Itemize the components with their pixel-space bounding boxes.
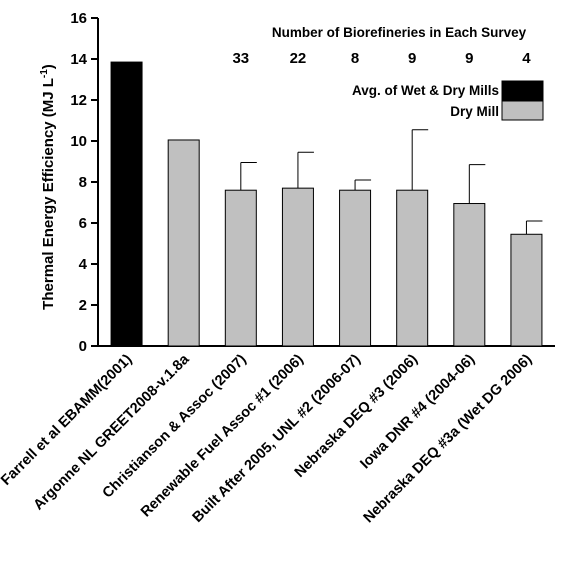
error-bars	[240, 129, 543, 235]
y-axis-title-superscript: -1	[39, 69, 50, 78]
y-tick-label: 6	[79, 215, 87, 232]
y-tick-label: 4	[79, 256, 88, 273]
bar	[510, 233, 543, 347]
y-tick-label: 14	[70, 51, 87, 68]
y-axis-ticks: 0 2 4 6 8 10 12 14 16	[70, 10, 98, 355]
plot-frame	[97, 18, 555, 347]
legend-swatch-dry	[501, 100, 544, 121]
y-axis-title-close: )	[40, 64, 57, 69]
legend-label-wet-dry: Avg. of Wet & Dry Mills	[352, 83, 499, 98]
survey-counts: 33 22 8 9 9 4	[232, 50, 531, 67]
bar	[110, 61, 143, 347]
legend-label-dry: Dry Mill	[450, 104, 499, 119]
survey-annotation-title: Number of Biorefineries in Each Survey	[272, 25, 527, 40]
survey-count-label: 22	[290, 50, 307, 67]
bar	[281, 187, 314, 347]
legend-swatch-wet-dry	[501, 80, 544, 101]
y-tick-label: 0	[79, 338, 87, 355]
bar	[224, 189, 257, 347]
y-axis-title-main: Thermal Energy Efficiency (MJ L	[40, 78, 57, 310]
bars	[110, 61, 543, 347]
y-tick-label: 16	[70, 10, 87, 27]
x-category-label: Iowa DNR #4 (2004-06)	[357, 351, 478, 472]
survey-count-label: 33	[232, 50, 249, 67]
bar	[453, 203, 486, 347]
bar	[339, 189, 372, 347]
survey-count-label: 9	[408, 50, 416, 67]
survey-count-label: 4	[522, 50, 531, 67]
y-tick-label: 2	[79, 297, 87, 314]
survey-count-label: 9	[465, 50, 473, 67]
y-tick-label: 12	[70, 92, 87, 109]
survey-count-label: 8	[351, 50, 359, 67]
y-tick-label: 10	[70, 133, 87, 150]
legend: Avg. of Wet & Dry Mills Dry Mill	[352, 80, 544, 121]
x-axis-category-labels: Farrell et al EBAMM(2001)Argonne NL GREE…	[0, 351, 535, 526]
bar	[396, 189, 429, 347]
bar	[167, 139, 200, 347]
y-axis-title: Thermal Energy Efficiency (MJ L-1)	[39, 64, 57, 310]
y-tick-label: 8	[79, 174, 87, 191]
